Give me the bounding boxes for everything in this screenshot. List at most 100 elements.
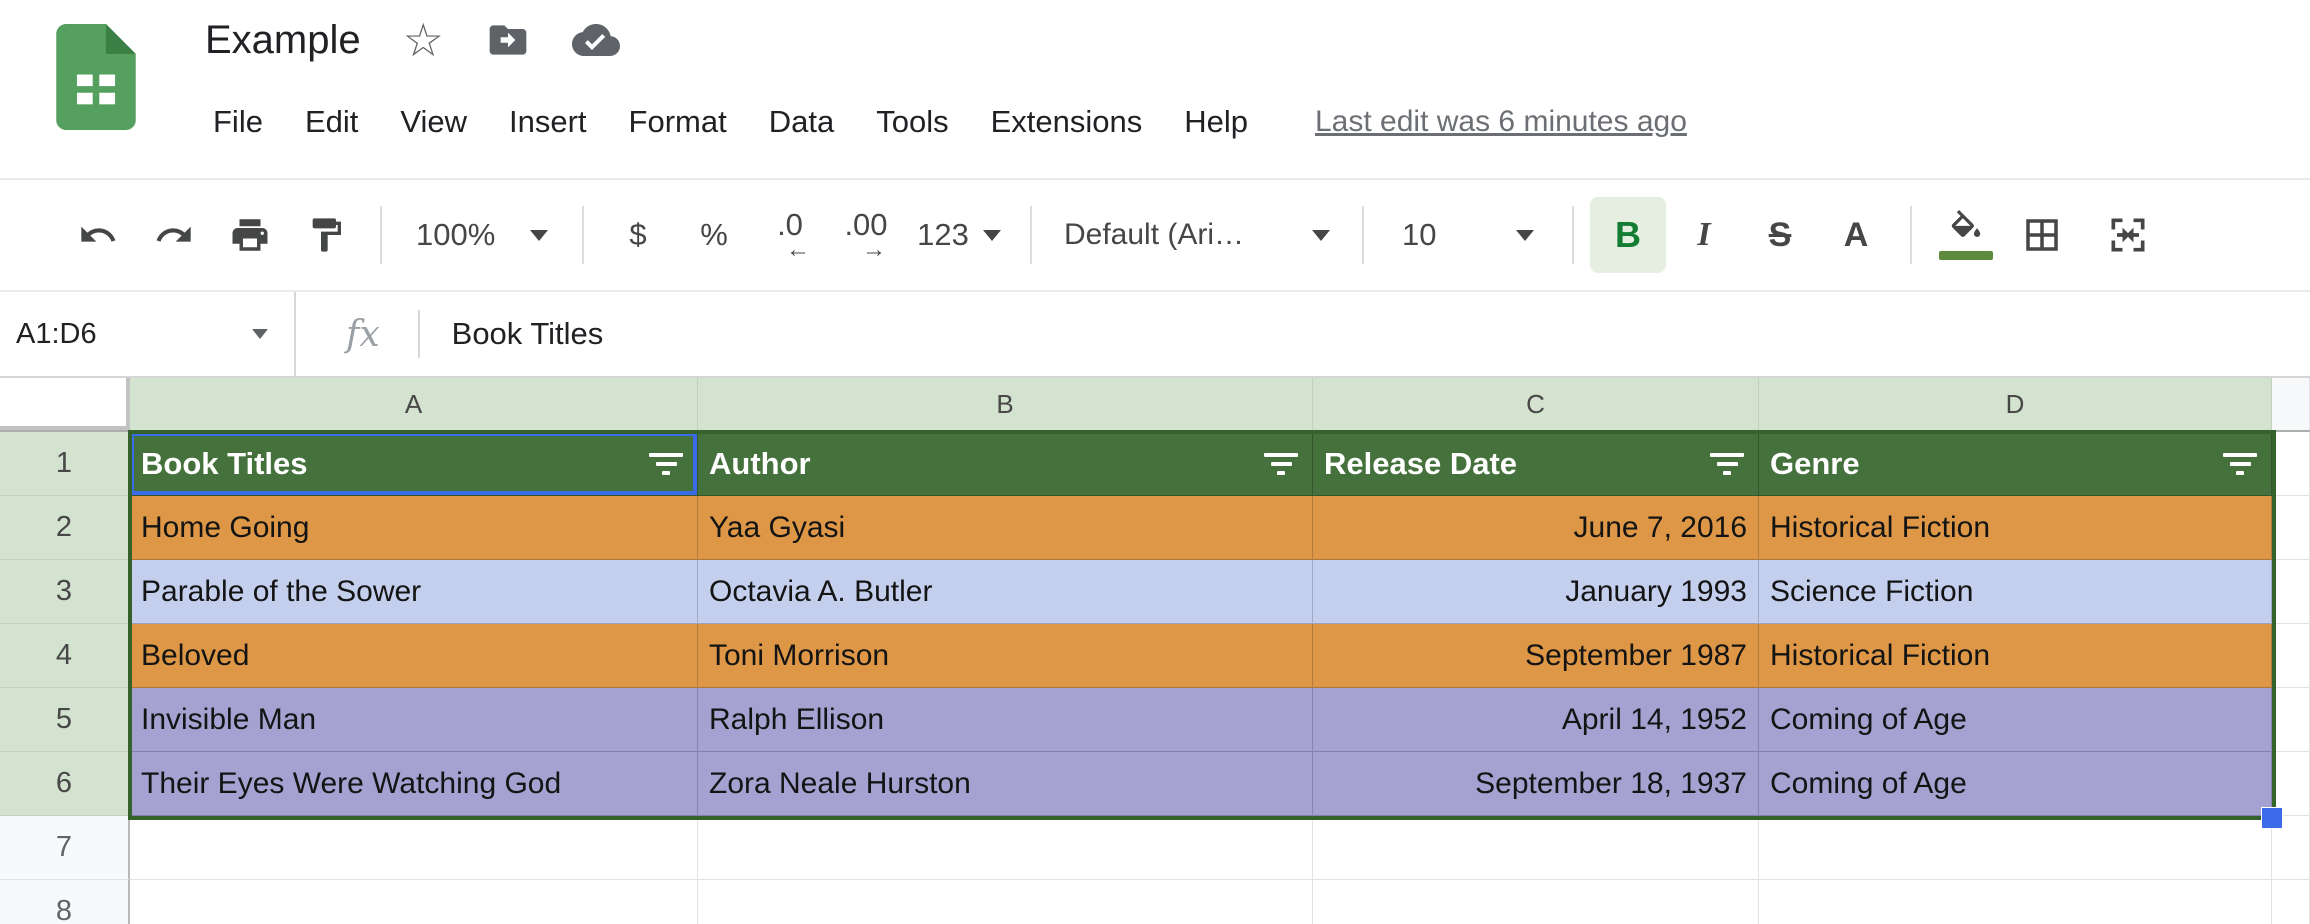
percent-format-button[interactable]: % <box>700 217 728 252</box>
cell-E8[interactable] <box>2272 880 2310 924</box>
menu-format[interactable]: Format <box>628 104 727 139</box>
sheet-row-3: 3 Parable of the Sower Octavia A. Butler… <box>0 560 2310 624</box>
row-header-5[interactable]: 5 <box>0 688 130 752</box>
menu-edit[interactable]: Edit <box>304 104 359 139</box>
star-icon[interactable]: ☆ <box>403 17 444 63</box>
menu-help[interactable]: Help <box>1184 104 1248 139</box>
cell-A5[interactable]: Invisible Man <box>130 688 698 752</box>
cell-C4[interactable]: September 1987 <box>1313 624 1759 688</box>
cell-C3[interactable]: January 1993 <box>1313 560 1759 624</box>
select-all-corner[interactable] <box>0 378 130 430</box>
column-header-b[interactable]: B <box>698 378 1313 430</box>
cell-B1[interactable]: Author <box>698 432 1313 496</box>
cell-A6[interactable]: Their Eyes Were Watching God <box>130 752 698 816</box>
paint-format-icon[interactable] <box>288 197 364 273</box>
font-family-select[interactable]: Default (Ari… <box>1048 197 1346 273</box>
menu-view[interactable]: View <box>400 104 468 139</box>
menu-data[interactable]: Data <box>768 104 835 139</box>
cell-B5[interactable]: Ralph Ellison <box>698 688 1313 752</box>
fill-handle[interactable] <box>2261 807 2283 829</box>
cell-E4[interactable] <box>2272 624 2310 688</box>
row-header-6[interactable]: 6 <box>0 752 130 816</box>
menu-insert[interactable]: Insert <box>509 104 587 139</box>
redo-icon[interactable] <box>136 197 212 273</box>
cell-C6[interactable]: September 18, 1937 <box>1313 752 1759 816</box>
cell-text: Yaa Gyasi <box>709 510 846 544</box>
column-header-c[interactable]: C <box>1313 378 1759 430</box>
cell-D1[interactable]: Genre <box>1759 432 2272 496</box>
cell-C8[interactable] <box>1313 880 1759 924</box>
cell-D6[interactable]: Coming of Age <box>1759 752 2272 816</box>
filter-icon[interactable] <box>1707 452 1747 475</box>
cell-E3[interactable] <box>2272 560 2310 624</box>
cell-D2[interactable]: Historical Fiction <box>1759 496 2272 560</box>
borders-button[interactable] <box>2004 197 2080 273</box>
undo-icon[interactable] <box>60 197 136 273</box>
document-title[interactable]: Example <box>205 17 361 62</box>
cell-A3[interactable]: Parable of the Sower <box>130 560 698 624</box>
italic-button[interactable]: I <box>1697 216 1711 253</box>
cell-A8[interactable] <box>130 880 698 924</box>
filter-icon[interactable] <box>1261 452 1301 475</box>
cell-B3[interactable]: Octavia A. Butler <box>698 560 1313 624</box>
merge-cells-button[interactable] <box>2090 197 2166 273</box>
cell-text: Zora Neale Hurston <box>709 766 971 800</box>
cell-B4[interactable]: Toni Morrison <box>698 624 1313 688</box>
cell-B7[interactable] <box>698 816 1313 880</box>
formula-input[interactable]: Book Titles <box>451 316 604 351</box>
menu-file[interactable]: File <box>213 104 263 139</box>
row-header-4[interactable]: 4 <box>0 624 130 688</box>
cell-C2[interactable]: June 7, 2016 <box>1313 496 1759 560</box>
strikethrough-button[interactable]: S <box>1768 215 1792 254</box>
cell-B8[interactable] <box>698 880 1313 924</box>
font-size-select[interactable]: 10 <box>1380 197 1556 273</box>
menu-extensions[interactable]: Extensions <box>990 104 1143 139</box>
row-header-2[interactable]: 2 <box>0 496 130 560</box>
row-header-1[interactable]: 1 <box>0 432 130 496</box>
row-header-3[interactable]: 3 <box>0 560 130 624</box>
number-format-button[interactable]: 123 <box>904 197 1014 273</box>
sheet-row-5: 5 Invisible Man Ralph Ellison April 14, … <box>0 688 2310 752</box>
increase-decimal-button[interactable]: .00 → <box>828 197 904 273</box>
chevron-down-icon <box>252 329 268 339</box>
column-header-e[interactable] <box>2272 378 2310 430</box>
column-header-a[interactable]: A <box>130 378 698 430</box>
cell-D7[interactable] <box>1759 816 2272 880</box>
cell-C5[interactable]: April 14, 1952 <box>1313 688 1759 752</box>
cell-E2[interactable] <box>2272 496 2310 560</box>
column-header-d[interactable]: D <box>1759 378 2272 430</box>
cloud-status-icon[interactable] <box>571 16 620 64</box>
cell-C7[interactable] <box>1313 816 1759 880</box>
menu-tools[interactable]: Tools <box>876 104 949 139</box>
cell-A7[interactable] <box>130 816 698 880</box>
cell-D8[interactable] <box>1759 880 2272 924</box>
cell-A2[interactable]: Home Going <box>130 496 698 560</box>
last-edit-link[interactable]: Last edit was 6 minutes ago <box>1315 105 1687 138</box>
move-to-folder-icon[interactable] <box>486 18 530 62</box>
row-header-8[interactable]: 8 <box>0 880 130 924</box>
sheets-logo-icon[interactable] <box>56 24 136 130</box>
filter-icon[interactable] <box>646 452 686 475</box>
currency-format-button[interactable]: $ <box>629 217 647 252</box>
cell-D4[interactable]: Historical Fiction <box>1759 624 2272 688</box>
cell-A1[interactable]: Book Titles <box>130 432 698 496</box>
cell-B2[interactable]: Yaa Gyasi <box>698 496 1313 560</box>
cell-E7[interactable] <box>2272 816 2310 880</box>
decrease-decimal-button[interactable]: .0 ← <box>752 197 828 273</box>
zoom-select[interactable]: 100% <box>398 197 566 273</box>
cell-D3[interactable]: Science Fiction <box>1759 560 2272 624</box>
row-header-7[interactable]: 7 <box>0 816 130 880</box>
fill-color-button[interactable] <box>1928 197 2004 273</box>
bold-button[interactable]: B <box>1590 197 1666 273</box>
name-box[interactable]: A1:D6 <box>0 292 296 376</box>
text-color-button[interactable]: A <box>1843 215 1869 254</box>
cell-A4[interactable]: Beloved <box>130 624 698 688</box>
cell-B6[interactable]: Zora Neale Hurston <box>698 752 1313 816</box>
cell-C1[interactable]: Release Date <box>1313 432 1759 496</box>
cell-E1[interactable] <box>2272 432 2310 496</box>
print-icon[interactable] <box>212 197 288 273</box>
cell-E5[interactable] <box>2272 688 2310 752</box>
cell-D5[interactable]: Coming of Age <box>1759 688 2272 752</box>
filter-icon[interactable] <box>2220 452 2260 475</box>
